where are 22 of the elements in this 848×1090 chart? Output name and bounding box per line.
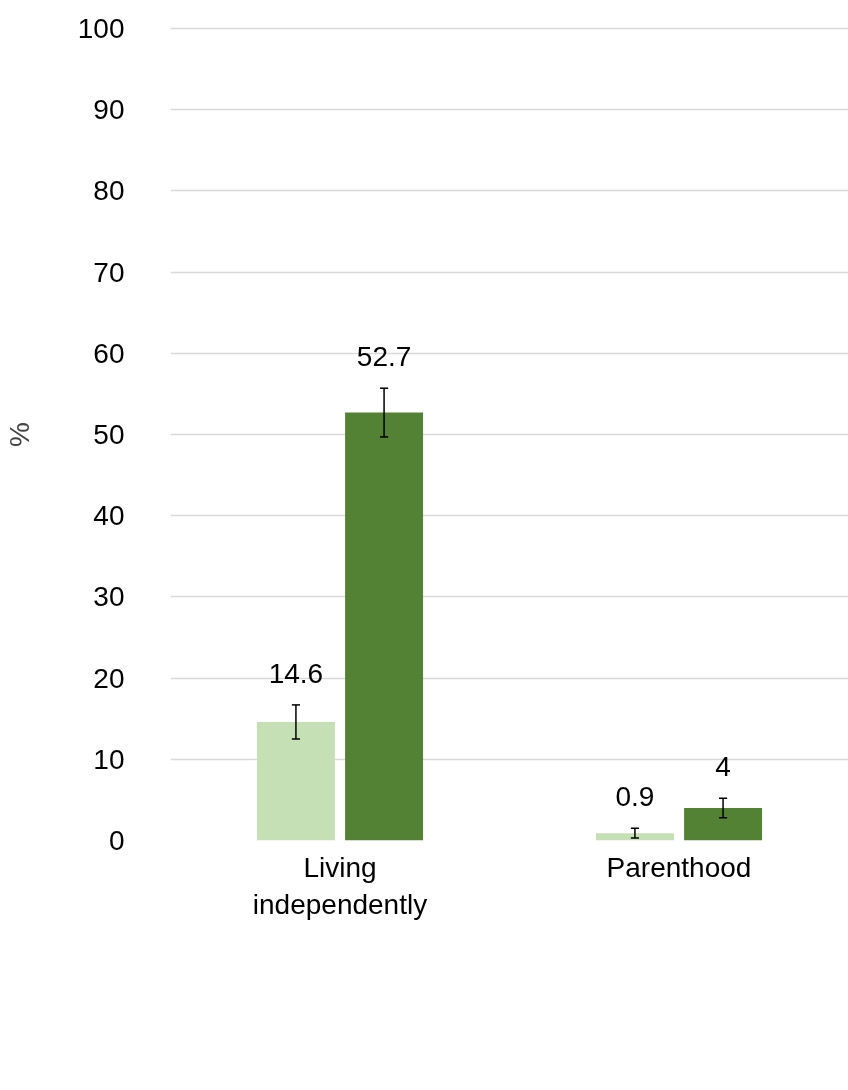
y-tick-label: 0 (108, 825, 125, 856)
y-tick-label: 90 (93, 94, 125, 126)
bar (256, 721, 335, 841)
x-tick-label: Living independently (252, 851, 428, 920)
y-tick-label: 30 (93, 581, 125, 613)
y-axis-title: % (3, 422, 35, 447)
y-tick-label: 10 (93, 743, 125, 775)
data-label: 4 (715, 751, 731, 783)
data-label: 0.9 (615, 781, 655, 813)
y-tick-label: 40 (93, 500, 125, 532)
y-tick-label: 70 (93, 256, 125, 288)
bar (345, 412, 424, 841)
y-tick-label: 50 (93, 419, 125, 450)
data-label: 14.6 (268, 657, 324, 689)
y-tick-label: 100 (77, 13, 125, 44)
data-label: 52.7 (356, 341, 412, 373)
bar (684, 808, 763, 841)
x-tick-label: Parenthood (606, 851, 752, 883)
y-tick-label: 80 (93, 175, 125, 207)
bar (595, 833, 674, 841)
y-tick-label: 60 (93, 337, 125, 369)
y-tick-label: 20 (93, 662, 125, 694)
